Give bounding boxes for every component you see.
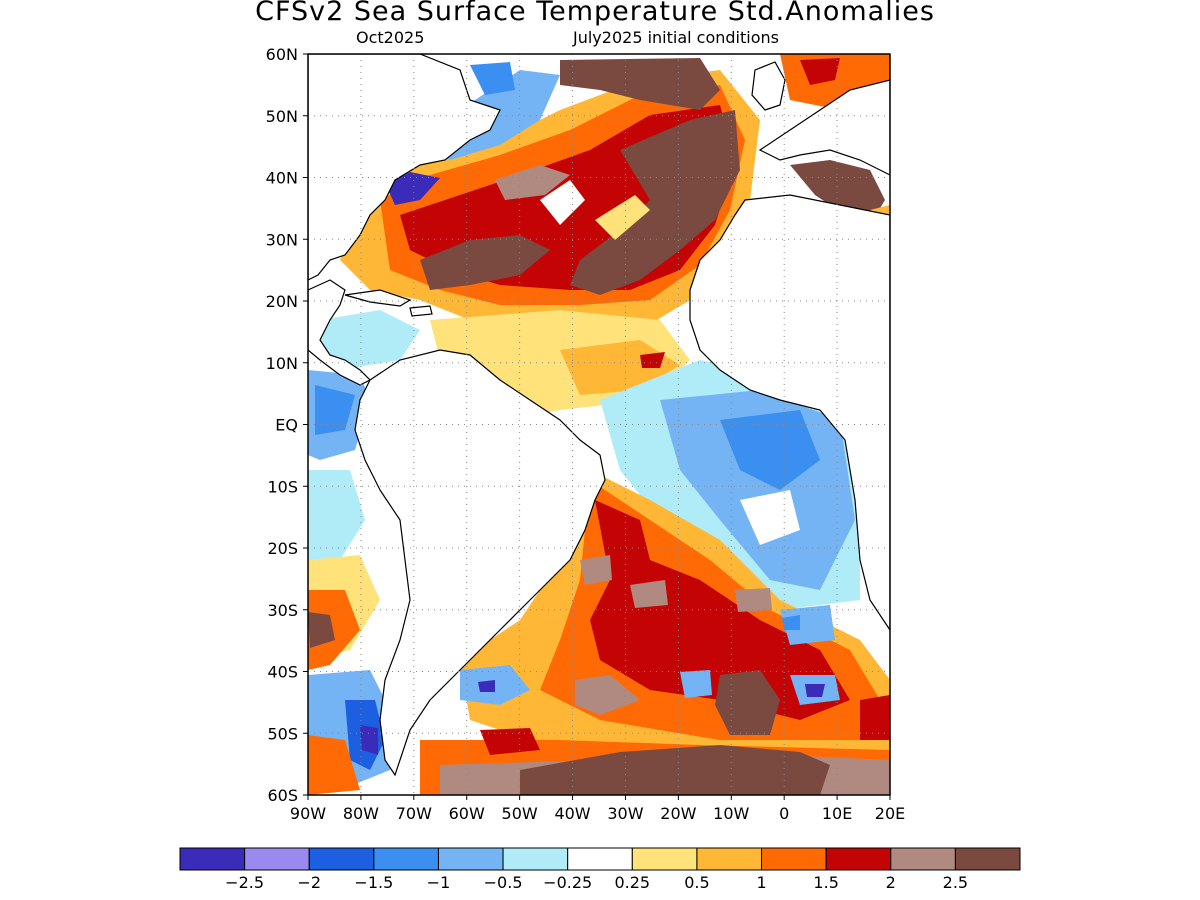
anomaly-region [580, 555, 612, 585]
colorbar-label: 2 [886, 873, 896, 892]
forecast-month: Oct2025 [356, 28, 425, 47]
latitude-tick-label: 20N [266, 292, 298, 311]
anomaly-region [595, 195, 650, 240]
colorbar-label: −2.5 [225, 873, 264, 892]
latitude-tick-label: 40S [267, 663, 298, 682]
anomaly-region [495, 165, 570, 200]
anomaly-region [860, 695, 890, 740]
longitude-tick-label: 60W [449, 804, 485, 823]
anomaly-region [735, 588, 772, 612]
colorbar-label: −1 [427, 873, 451, 892]
latitude-tick-label: 50N [266, 107, 298, 126]
anomaly-region [782, 615, 800, 630]
colorbar-label: −2 [297, 873, 321, 892]
anomaly-region [630, 580, 668, 608]
anomaly-field [308, 54, 890, 795]
anomaly-region [386, 172, 440, 205]
anomaly-region [315, 385, 355, 435]
colorbar-swatch [825, 847, 892, 871]
colorbar-swatch [308, 847, 375, 871]
latitude-tick-label: 50S [267, 724, 298, 743]
anomaly-region [520, 745, 830, 795]
colorbar-label: 0.5 [684, 873, 709, 892]
latitude-tick-label: 30N [266, 230, 298, 249]
longitude-tick-label: 80W [343, 804, 379, 823]
colorbar-label: −1.5 [354, 873, 393, 892]
longitude-tick-label: 20E [875, 804, 905, 823]
latitude-tick-label: 60S [267, 786, 298, 805]
longitude-tick-label: 40W [554, 804, 590, 823]
anomaly-region [805, 684, 825, 697]
latitude-tick-label: 10N [266, 354, 298, 373]
colorbar-label: 1 [756, 873, 766, 892]
longitude-tick-label: 0 [779, 804, 789, 823]
latitude-tick-label: 30S [267, 601, 298, 620]
anomaly-region [315, 310, 420, 370]
map-gridlines [308, 54, 890, 795]
longitude-tick-label: 10W [713, 804, 749, 823]
colorbar-swatch [696, 847, 763, 871]
anomaly-region [680, 670, 712, 698]
anomaly-region [575, 675, 640, 715]
colorbar-swatch [567, 847, 633, 871]
landmass-north-america [308, 54, 501, 281]
colorbar-swatch [373, 847, 439, 871]
map-title: CFSv2 Sea Surface Temperature Std.Anomal… [255, 0, 935, 27]
latitude-tick-label: 60N [266, 45, 298, 64]
colorbar-swatch [437, 847, 504, 871]
anomaly-region [590, 500, 850, 720]
anomaly-region [480, 728, 540, 755]
colorbar-swatch [502, 847, 569, 871]
anomaly-region [308, 735, 360, 795]
longitude-tick-label: 90W [290, 804, 326, 823]
anomaly-region [715, 670, 780, 735]
longitude-tick-label: 70W [396, 804, 432, 823]
anomaly-region [308, 470, 365, 560]
anomaly-region [308, 612, 335, 648]
anomaly-region [800, 58, 840, 85]
anomaly-region [740, 490, 800, 545]
longitude-tick-label: 50W [502, 804, 538, 823]
anomaly-region [780, 605, 835, 645]
anomaly-region [540, 180, 585, 225]
longitude-tick-label: 30W [607, 804, 643, 823]
colorbar-label: 1.5 [813, 873, 838, 892]
colorbar-swatch [954, 847, 1021, 871]
colorbar-label: 2.5 [943, 873, 968, 892]
latitude-tick-label: 20S [267, 539, 298, 558]
colorbar-swatch [761, 847, 827, 871]
initial-conditions-label: July2025 initial conditions [573, 28, 779, 47]
landmass-africa [689, 194, 890, 632]
colorbar-label: −0.25 [543, 873, 592, 892]
longitude-axis-labels: 90W 80W 70W 60W 50W 40W 30W 20W 10W 0 10E 20E [290, 795, 905, 823]
latitude-tick-label: EQ [275, 416, 298, 435]
colorbar-label: −0.5 [484, 873, 523, 892]
latitude-tick-label: 10S [267, 477, 298, 496]
colorbar-swatch [244, 847, 310, 871]
landmass-britain [751, 61, 786, 111]
anomaly-region [420, 235, 550, 290]
anomaly-region [640, 352, 665, 368]
longitude-tick-label: 20W [660, 804, 696, 823]
anomaly-region [560, 58, 720, 110]
anomaly-region [478, 680, 495, 692]
colorbar-label: 0.25 [614, 873, 650, 892]
colorbar-swatch [179, 847, 246, 871]
anomaly-region [570, 110, 740, 295]
colorbar: −2.5 −2 −1.5 −1 −0.5 −0.25 0.25 0.5 1 1.5 2 2.5 [179, 847, 1021, 892]
landmass-central-america [308, 279, 372, 386]
landmass-south-america [354, 349, 606, 777]
longitude-tick-label: 10E [822, 804, 852, 823]
anomaly-region [720, 410, 820, 490]
colorbar-swatch [631, 847, 698, 871]
latitude-tick-label: 40N [266, 169, 298, 188]
anomaly-region [360, 725, 378, 755]
colorbar-swatch [890, 847, 956, 871]
landmass-europe [758, 79, 890, 176]
anomaly-region [470, 62, 515, 95]
latitude-axis-labels: 60N 50N 40N 30N 20N 10N EQ 10S 20S 30S 40S 50S 60S [266, 45, 308, 805]
landmass-hispaniola [409, 305, 433, 317]
